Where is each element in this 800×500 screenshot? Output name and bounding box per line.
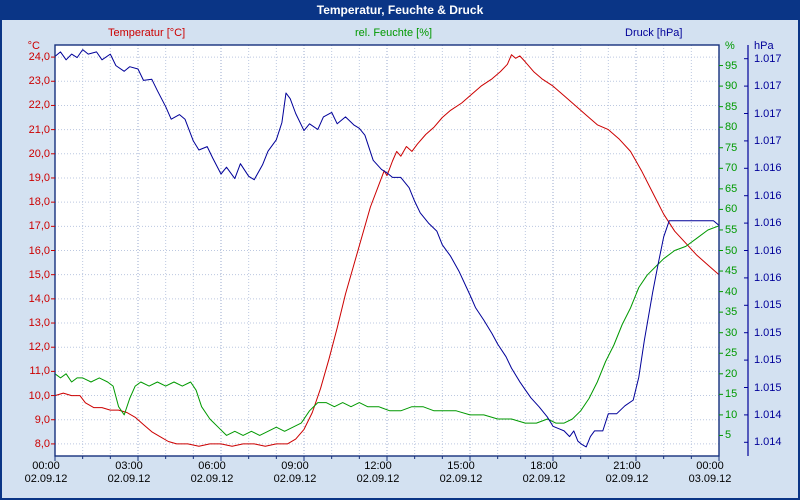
x-time-label: 06:00 [198, 460, 226, 472]
x-time-label: 18:00 [530, 460, 558, 472]
series-temp [54, 54, 720, 447]
temp-tick-label: 16,0 [28, 244, 50, 257]
series-humidity [54, 225, 720, 436]
temp-tick-label: 21,0 [28, 123, 50, 136]
humidity-tick-label: 35 [725, 306, 738, 319]
pressure-unit-label: hPa [754, 40, 774, 52]
x-time-label: 00:00 [696, 460, 724, 472]
series-pressure [54, 49, 720, 448]
pressure-tick-label: 1.017 [754, 107, 782, 120]
pressure-tick-label: 1.016 [754, 271, 782, 284]
pressure-tick-label: 1.016 [754, 244, 782, 257]
temp-unit-label: °C [27, 40, 40, 52]
x-time-label: 09:00 [281, 460, 309, 472]
pressure-tick-label: 1.014 [754, 408, 782, 421]
humidity-tick-label: 10 [725, 408, 738, 421]
pressure-tick-label: 1.014 [754, 436, 782, 449]
pressure-tick-label: 1.015 [754, 354, 782, 367]
temp-tick-label: 13,0 [28, 317, 50, 330]
x-date-label: 02.09.12 [439, 473, 483, 485]
humidity-tick-label: 70 [725, 162, 738, 175]
x-date-label: 02.09.12 [24, 473, 68, 485]
humidity-unit-label: % [725, 40, 735, 52]
humidity-tick-label: 20 [725, 367, 738, 380]
humidity-axis-title: rel. Feuchte [%] [355, 27, 433, 39]
humidity-tick-label: 80 [725, 121, 738, 134]
humidity-tick-label: 65 [725, 182, 738, 195]
temp-tick-label: 18,0 [28, 196, 50, 209]
temp-tick-label: 12,0 [28, 341, 50, 354]
humidity-tick-label: 75 [725, 141, 738, 154]
temp-tick-label: 11,0 [29, 365, 50, 378]
x-time-label: 12:00 [364, 460, 392, 472]
temp-tick-label: 20,0 [28, 147, 50, 160]
humidity-tick-label: 40 [725, 285, 738, 298]
pressure-tick-label: 1.016 [754, 189, 782, 202]
x-date-label: 02.09.12 [356, 473, 400, 485]
temp-tick-label: 10,0 [28, 389, 50, 402]
pressure-tick-label: 1.015 [754, 299, 782, 312]
pressure-tick-label: 1.016 [754, 162, 782, 175]
pressure-tick-label: 1.017 [754, 134, 782, 147]
humidity-tick-label: 90 [725, 80, 738, 93]
temp-tick-label: 19,0 [28, 171, 50, 184]
humidity-tick-label: 25 [725, 347, 738, 360]
humidity-tick-label: 45 [725, 265, 738, 278]
x-date-label: 02.09.12 [107, 473, 151, 485]
temp-tick-label: 22,0 [28, 99, 50, 112]
temp-tick-label: 15,0 [28, 268, 50, 281]
title-bar: Temperatur, Feuchte & Druck [0, 0, 800, 20]
pressure-axis-title: Druck [hPa] [625, 27, 683, 39]
humidity-tick-label: 55 [725, 223, 738, 236]
pressure-tick-label: 1.015 [754, 326, 782, 339]
temp-tick-label: 24,0 [28, 51, 50, 64]
humidity-tick-label: 95 [725, 59, 738, 72]
x-time-label: 00:00 [32, 460, 60, 472]
temp-tick-label: 9,0 [34, 413, 50, 426]
x-date-label: 02.09.12 [190, 473, 234, 485]
temp-tick-label: 8,0 [34, 437, 50, 450]
humidity-tick-label: 15 [725, 388, 738, 401]
temp-tick-label: 23,0 [28, 75, 50, 88]
humidity-tick-label: 30 [725, 326, 738, 339]
temp-axis-title: Temperatur [°C] [108, 27, 186, 39]
humidity-tick-label: 5 [725, 429, 732, 442]
x-time-label: 03:00 [115, 460, 143, 472]
x-date-label: 02.09.12 [522, 473, 566, 485]
window-title: Temperatur, Feuchte & Druck [316, 3, 484, 17]
x-date-label: 02.09.12 [273, 473, 317, 485]
pressure-tick-label: 1.016 [754, 217, 782, 230]
humidity-tick-label: 85 [725, 100, 738, 113]
pressure-tick-label: 1.015 [754, 381, 782, 394]
humidity-tick-label: 50 [725, 244, 738, 257]
x-date-label: 03.09.12 [688, 473, 732, 485]
temp-tick-label: 14,0 [28, 292, 50, 305]
temp-tick-label: 17,0 [28, 220, 50, 233]
humidity-tick-label: 60 [725, 203, 738, 216]
pressure-tick-label: 1.017 [754, 80, 782, 93]
x-date-label: 02.09.12 [605, 473, 649, 485]
x-time-label: 15:00 [447, 460, 475, 472]
x-time-label: 21:00 [613, 460, 641, 472]
pressure-tick-label: 1.017 [754, 52, 782, 65]
